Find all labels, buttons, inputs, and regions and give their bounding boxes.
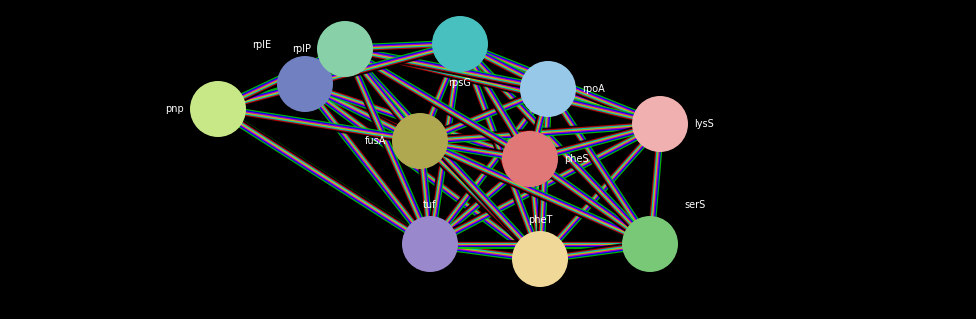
Circle shape [632,96,688,152]
Text: tuf: tuf [424,200,436,210]
Circle shape [512,231,568,287]
Text: rpoA: rpoA [582,84,605,94]
Circle shape [317,21,373,77]
Circle shape [502,131,558,187]
Circle shape [520,61,576,117]
Text: rplP: rplP [292,44,311,54]
Text: rplE: rplE [252,40,271,50]
Circle shape [622,216,678,272]
Text: pheT: pheT [528,215,552,225]
Circle shape [432,16,488,72]
Circle shape [402,216,458,272]
Text: lysS: lysS [694,119,713,129]
Text: serS: serS [684,200,706,210]
Text: fusA: fusA [365,136,386,146]
Text: pheS: pheS [564,154,589,164]
Circle shape [190,81,246,137]
Circle shape [277,56,333,112]
Text: rpsG: rpsG [449,78,471,88]
Text: pnp: pnp [165,104,184,114]
Circle shape [392,113,448,169]
